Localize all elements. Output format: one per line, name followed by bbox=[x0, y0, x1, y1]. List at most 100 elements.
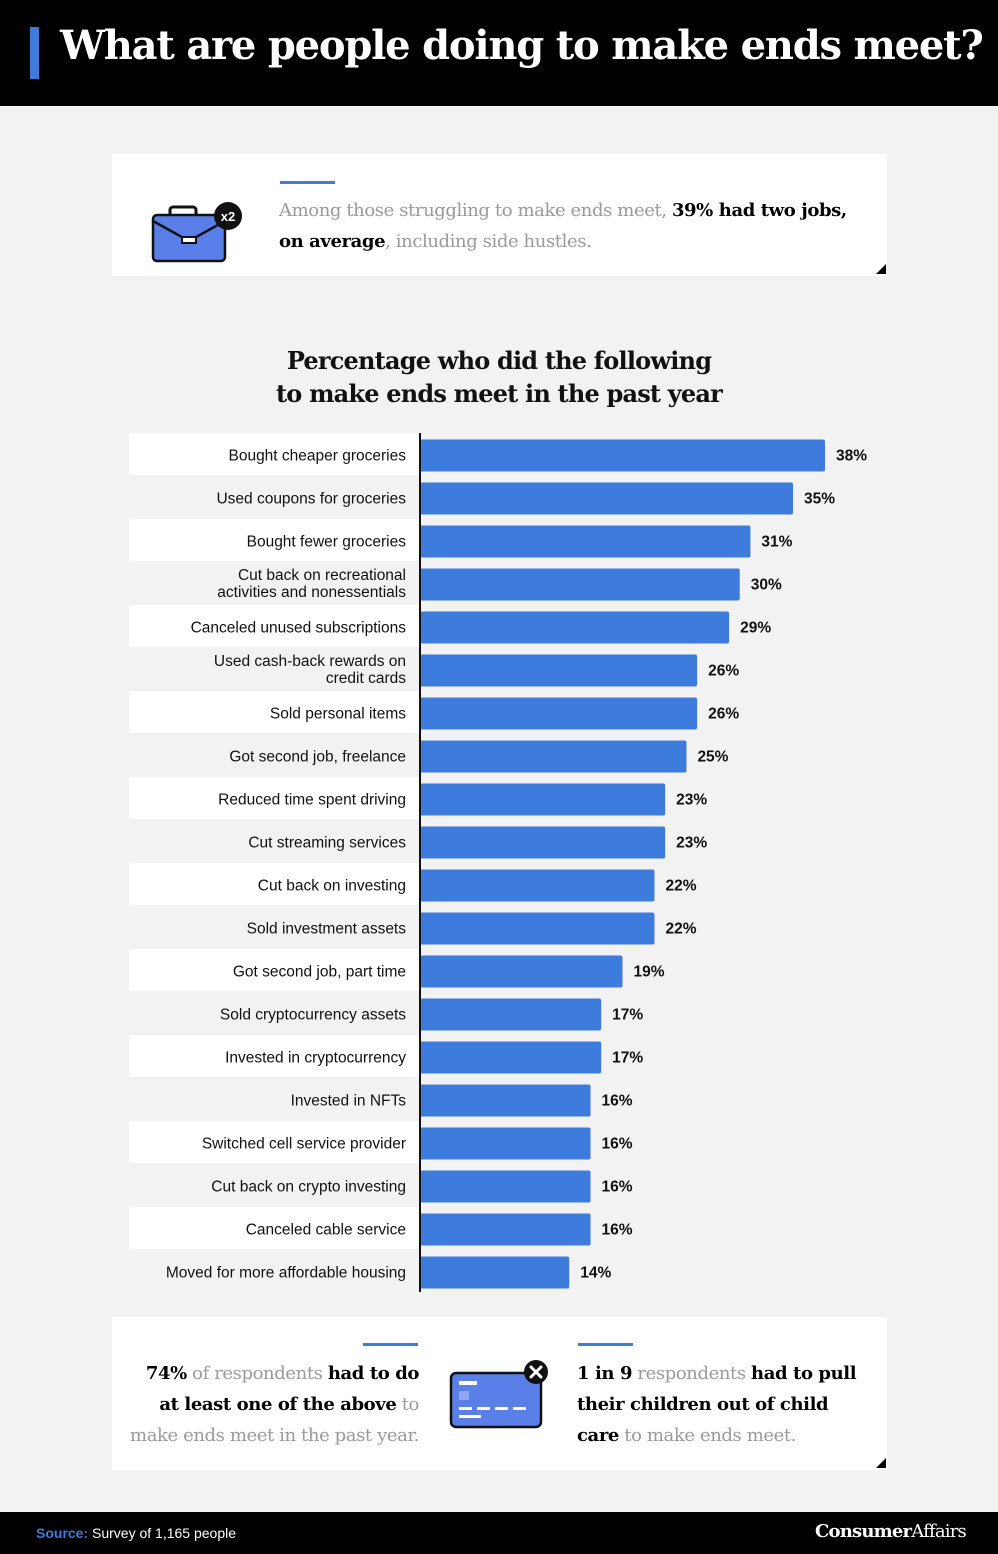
row-background bbox=[129, 777, 420, 819]
bottom-left-bold-2: had to do at least one of the above bbox=[159, 1363, 419, 1415]
bar bbox=[420, 1127, 591, 1160]
top-card-text: Among those struggling to make ends meet… bbox=[279, 195, 849, 257]
source-text: Survey of 1,165 people bbox=[88, 1525, 237, 1541]
value-label: 16% bbox=[602, 1179, 633, 1196]
footer-bar: Source: Survey of 1,165 people ConsumerA… bbox=[0, 1512, 998, 1554]
close-icon bbox=[524, 1360, 548, 1384]
bar bbox=[420, 482, 794, 515]
value-label: 23% bbox=[676, 835, 707, 852]
chart-title: Percentage who did the following to make… bbox=[0, 344, 998, 410]
row-background bbox=[129, 648, 420, 690]
bar bbox=[420, 998, 602, 1031]
category-label-line: activities and nonessentials bbox=[217, 584, 406, 601]
brand-logo: ConsumerAffairs bbox=[815, 1521, 967, 1542]
bottom-right-bold-1: 1 in 9 bbox=[577, 1363, 633, 1384]
row-background bbox=[129, 734, 420, 776]
value-label: 16% bbox=[602, 1222, 633, 1239]
category-label: Cut back on crypto investing bbox=[211, 1179, 406, 1196]
category-label: Cut streaming services bbox=[248, 835, 406, 852]
bar bbox=[420, 568, 740, 601]
briefcase-icon: x2 bbox=[151, 202, 242, 263]
value-label: 31% bbox=[761, 534, 792, 551]
bottom-right-text-2: to make ends meet. bbox=[618, 1425, 797, 1446]
top-stat-card: x2 Among those struggling to make ends m… bbox=[112, 154, 887, 276]
bar bbox=[420, 826, 666, 859]
credit-card-icon bbox=[449, 1360, 548, 1429]
category-label: Invested in cryptocurrency bbox=[225, 1050, 406, 1067]
bar bbox=[420, 439, 825, 472]
value-label: 23% bbox=[676, 792, 707, 809]
bar bbox=[420, 654, 698, 687]
source-note: Source: Survey of 1,165 people bbox=[36, 1525, 236, 1541]
value-label: 17% bbox=[612, 1007, 643, 1024]
bar bbox=[420, 611, 730, 644]
top-card-bold-1: 39% had two jobs, bbox=[671, 200, 847, 221]
bar bbox=[420, 1170, 591, 1203]
value-label: 22% bbox=[665, 921, 696, 938]
category-label: Got second job, part time bbox=[233, 964, 406, 981]
value-label: 17% bbox=[612, 1050, 643, 1067]
row-background bbox=[129, 433, 420, 475]
bottom-left-bold-1: 74% bbox=[145, 1363, 187, 1384]
top-card-text-pre: Among those struggling to make ends meet… bbox=[279, 200, 672, 221]
row-background bbox=[129, 691, 420, 733]
top-card-dash bbox=[280, 181, 335, 184]
top-card-text-post: , including side hustles. bbox=[385, 231, 592, 252]
bar bbox=[420, 955, 623, 988]
brand-logo-rest: Affairs bbox=[911, 1521, 967, 1542]
category-label: Reduced time spent driving bbox=[218, 792, 406, 809]
bar bbox=[420, 1041, 602, 1074]
row-background bbox=[129, 476, 420, 518]
value-label: 22% bbox=[665, 878, 696, 895]
top-card-bold-2: on average bbox=[279, 231, 386, 252]
bottom-right-text-1: respondents bbox=[632, 1363, 752, 1384]
source-label: Source: bbox=[36, 1525, 89, 1541]
row-background bbox=[129, 519, 420, 561]
card-corner-mark bbox=[876, 264, 886, 274]
bottom-left-text-1: of respondents bbox=[186, 1363, 328, 1384]
value-label: 30% bbox=[751, 577, 782, 594]
row-background bbox=[129, 1078, 420, 1120]
category-label: Got second job, freelance bbox=[229, 749, 406, 766]
row-background bbox=[129, 992, 420, 1034]
row-background bbox=[129, 1164, 420, 1206]
card-corner-mark bbox=[876, 1458, 886, 1468]
value-label: 16% bbox=[602, 1136, 633, 1153]
category-label: Used coupons for groceries bbox=[216, 491, 406, 508]
header-bar: What are people doing to make ends meet? bbox=[0, 0, 998, 106]
row-background bbox=[129, 562, 420, 604]
value-label: 25% bbox=[697, 749, 728, 766]
bottom-left-dash bbox=[363, 1343, 418, 1346]
bar bbox=[420, 1256, 570, 1289]
header-accent bbox=[30, 27, 39, 79]
row-background bbox=[129, 1250, 420, 1292]
row-background bbox=[129, 1207, 420, 1249]
category-label: Canceled cable service bbox=[246, 1222, 406, 1239]
bar-chart: Bought cheaper groceries 38% Used coupons … bbox=[129, 433, 867, 1292]
category-label: Switched cell service provider bbox=[202, 1136, 406, 1153]
bottom-right-dash bbox=[578, 1343, 633, 1346]
bottom-stat-card: 74% of respondents had to do at least on… bbox=[112, 1317, 887, 1470]
page-title: What are people doing to make ends meet? bbox=[60, 22, 984, 69]
row-background bbox=[129, 949, 420, 991]
bar bbox=[420, 1213, 591, 1246]
category-label: Bought cheaper groceries bbox=[228, 448, 406, 465]
bottom-left-text: 74% of respondents had to do at least on… bbox=[130, 1358, 419, 1451]
category-label-line: credit cards bbox=[326, 670, 406, 687]
bottom-left-text-2: to make ends meet in the past year. bbox=[130, 1394, 419, 1446]
value-label: 38% bbox=[836, 448, 867, 465]
bar bbox=[420, 740, 687, 773]
category-label-line: Used cash-back rewards on bbox=[214, 653, 406, 670]
chart-title-line-1: Percentage who did the following bbox=[286, 346, 712, 375]
value-label: 14% bbox=[580, 1265, 611, 1282]
row-background bbox=[129, 863, 420, 905]
bar bbox=[420, 525, 751, 558]
value-label: 29% bbox=[740, 620, 771, 637]
category-label: Used cash-back rewards on credit cards bbox=[214, 653, 406, 687]
value-label: 26% bbox=[708, 706, 739, 723]
category-label: Sold investment assets bbox=[247, 921, 407, 938]
row-background bbox=[129, 906, 420, 948]
bar bbox=[420, 912, 655, 945]
bar bbox=[420, 1084, 591, 1117]
badge-x2: x2 bbox=[221, 209, 235, 224]
